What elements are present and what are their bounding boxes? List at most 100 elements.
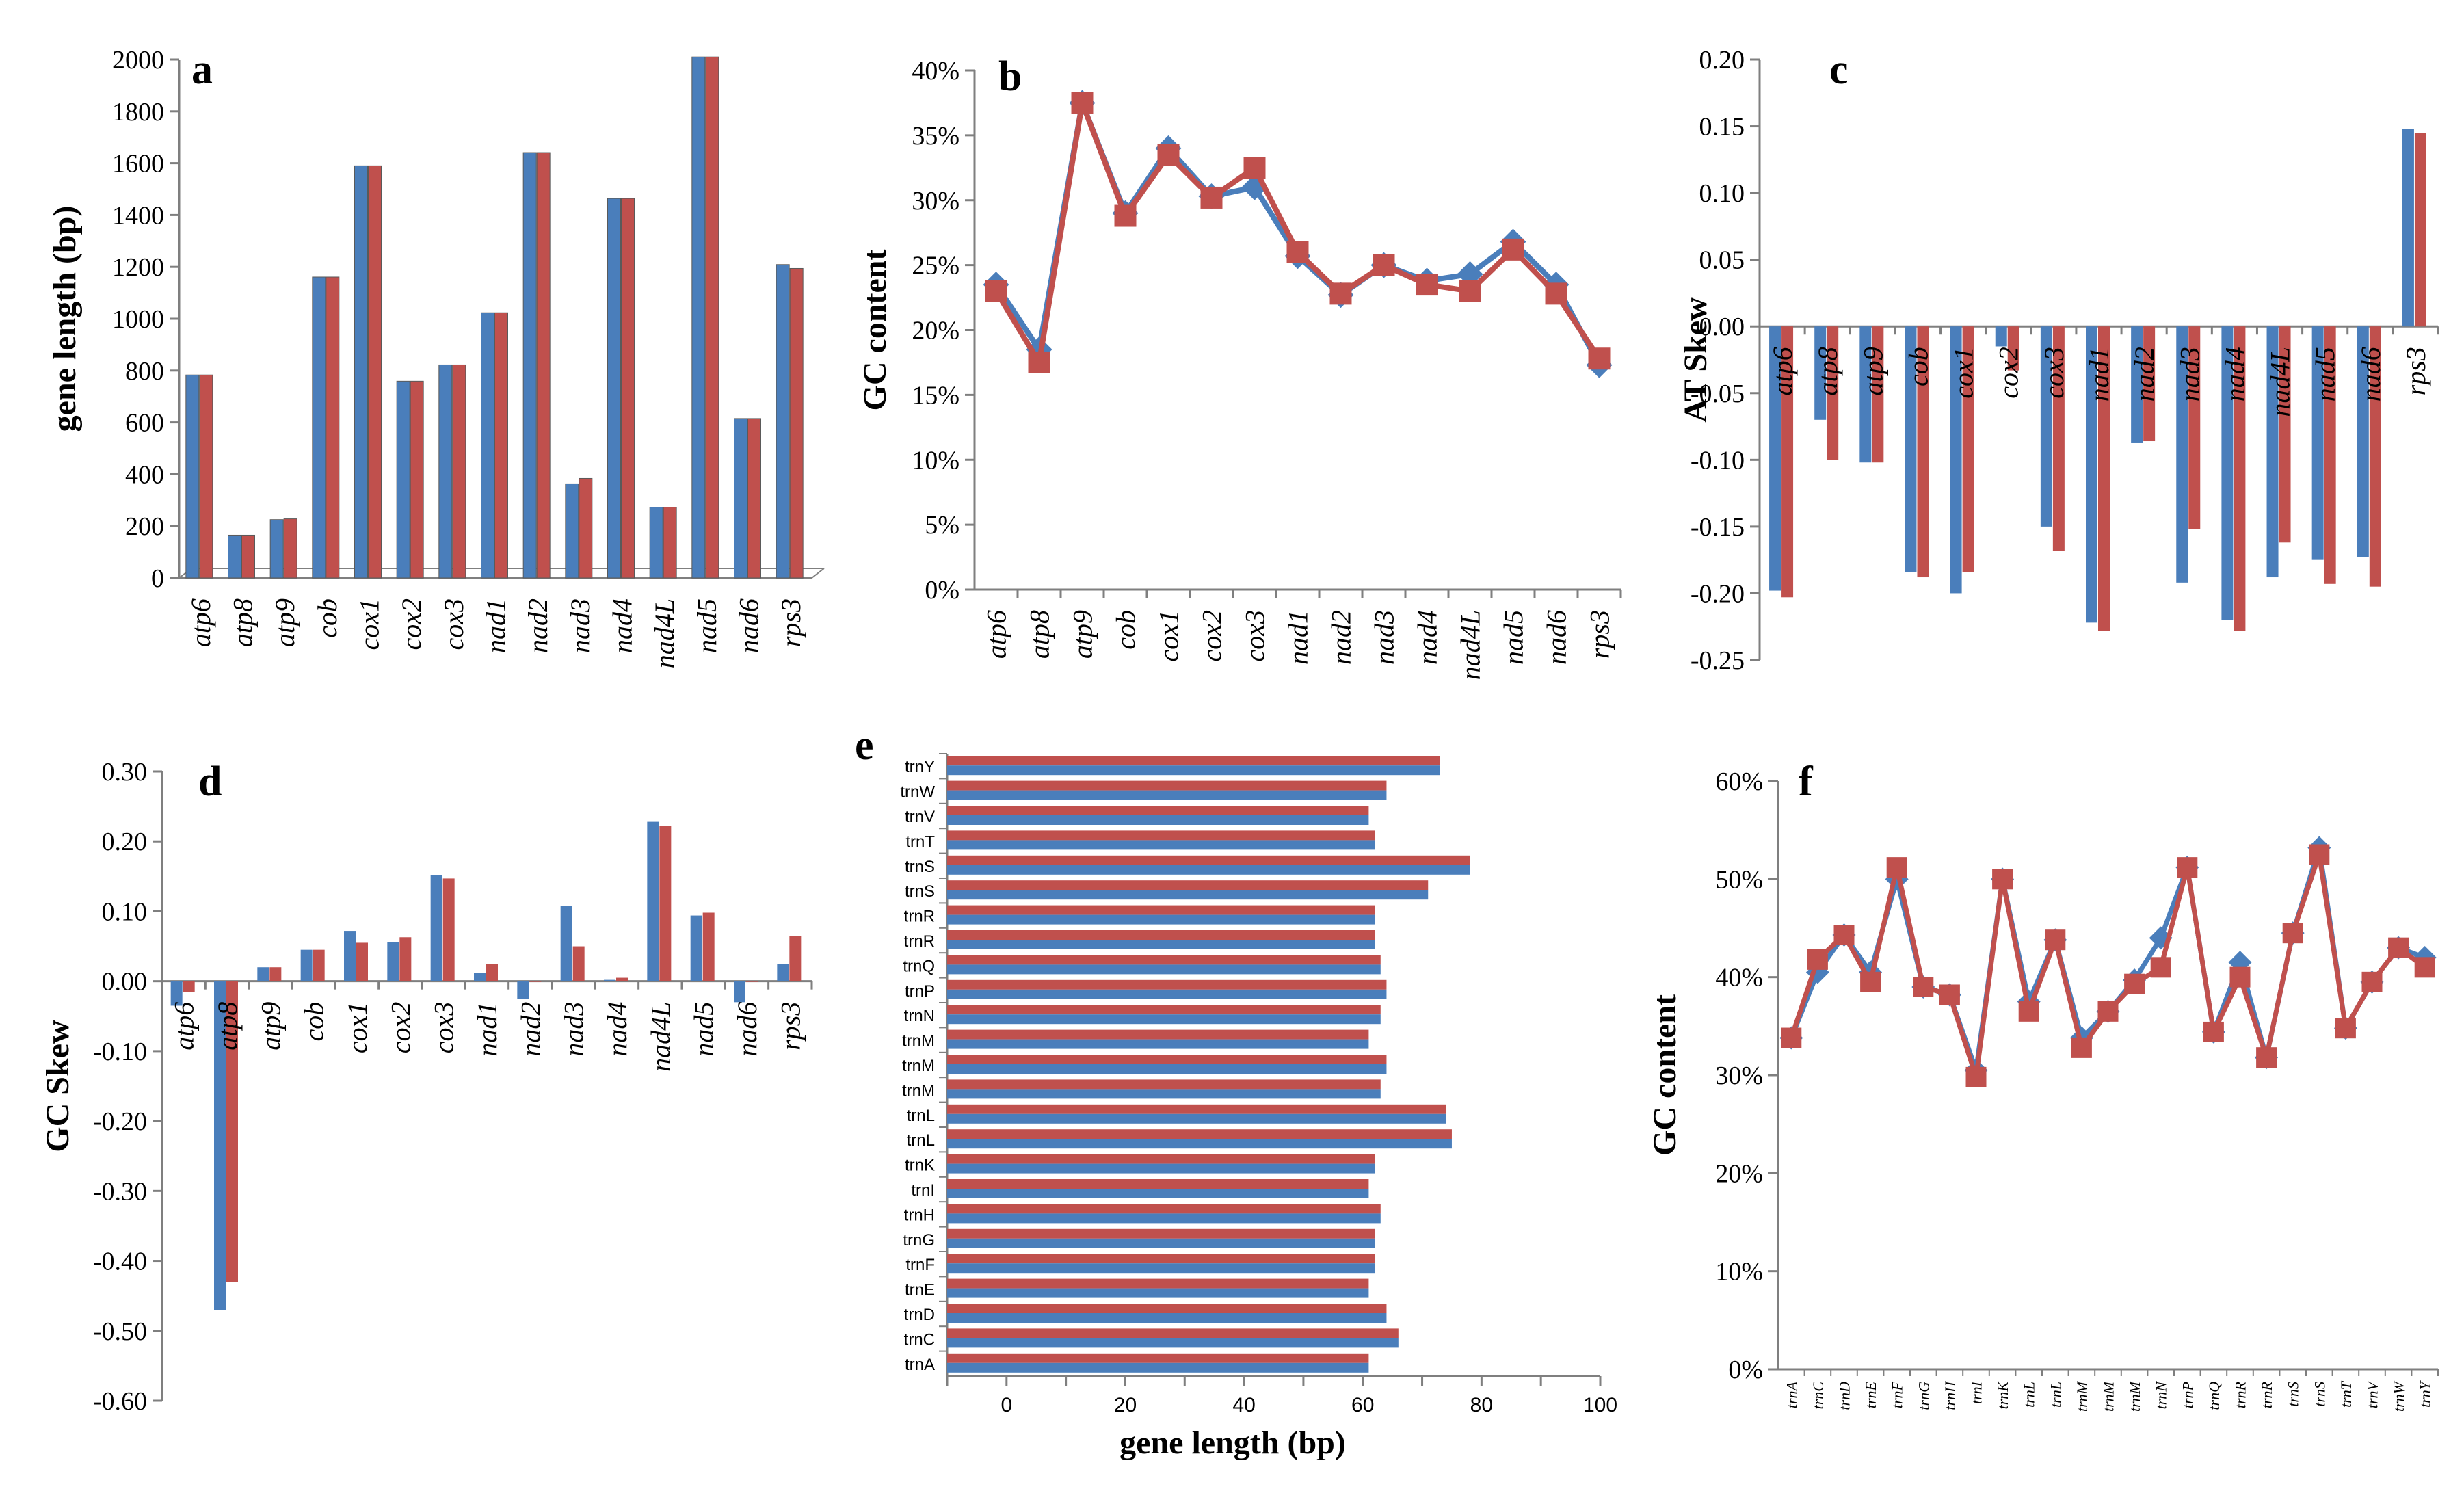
panel-c-x-tick-label: atp8 — [1812, 347, 1843, 395]
panel-e-bar — [947, 1163, 1375, 1174]
panel-e-bar — [947, 880, 1429, 890]
panel-e-y-tick-label: trnI — [911, 1181, 935, 1200]
panel-e-bar — [947, 830, 1375, 841]
panel-a-bar — [410, 380, 424, 579]
panel-a-bar — [649, 507, 663, 579]
panel-f-x-tick-label: trnF — [1889, 1381, 1906, 1408]
panel-d-y-tick-label: -0.60 — [93, 1387, 147, 1416]
panel-f-x-tick-label: trnV — [2364, 1380, 2381, 1408]
panel-e-bar — [947, 1179, 1369, 1189]
panel-e-bar — [947, 979, 1387, 990]
panel-f-x-tick-label: trnD — [1836, 1382, 1853, 1410]
panel-b-point-marker — [1243, 157, 1266, 179]
panel-f-point-marker — [2203, 1021, 2224, 1042]
panel-b-x-tick-label: cox2 — [1197, 610, 1228, 662]
panel-e-bar — [947, 1213, 1381, 1224]
panel-f-x-tick-label: trnL — [2021, 1382, 2038, 1408]
panel-f-x-tick-label: trnM — [2100, 1380, 2117, 1412]
panel-c-y-tick-label: 0.15 — [1699, 113, 1745, 142]
panel-e-bar — [947, 1238, 1375, 1248]
panel-e-x-tick-label: 20 — [1114, 1394, 1137, 1416]
panel-e-bar — [947, 1039, 1369, 1049]
panel-d-bar — [734, 981, 745, 1003]
panel-e-bar — [947, 989, 1387, 999]
panel-d-x-tick-label: nad4L — [645, 1002, 676, 1072]
panel-e-bar — [947, 1353, 1369, 1363]
panel-f-x-tick-label: trnC — [1810, 1382, 1827, 1410]
panel-d-bar — [486, 964, 498, 981]
panel-b: 0% 5% 10% 15% 20% 25% 30% 35% 40% atp6 atp8 atp9 cob… — [857, 53, 1622, 680]
panel-e-bar — [947, 855, 1470, 865]
panel-d-bar — [777, 964, 789, 981]
panel-d-bar — [300, 949, 313, 981]
panel-c-bar — [2086, 326, 2097, 623]
panel-c-y-tick-label: 0.00 — [1699, 313, 1745, 341]
panel-d-bar — [616, 977, 628, 981]
panel-c-bar — [1905, 326, 1917, 572]
panel-b-x-tick-label: cob — [1111, 610, 1141, 650]
panel-c-y-tick-label: 0.20 — [1699, 46, 1745, 75]
panel-e-y-tick-label: trnV — [905, 808, 935, 826]
panel-b-x-tick-label: nad3 — [1369, 610, 1400, 665]
panel-d-y-tick-label: -0.20 — [93, 1107, 147, 1136]
panel-a-bar — [607, 198, 621, 579]
panel-d-bar — [560, 906, 572, 981]
panel-a-y-tick-label: 1400 — [112, 201, 164, 230]
panel-f-y-tick-label: 50% — [1715, 865, 1763, 894]
panel-e-bar — [947, 790, 1387, 800]
panel-c-bar — [2131, 326, 2143, 443]
panel-e-y-tick-label: trnC — [904, 1330, 935, 1349]
panel-d-bar — [690, 915, 702, 981]
panel-e-bar — [947, 1328, 1399, 1338]
panel-f-point-marker — [2388, 937, 2409, 958]
panel-c-x-tick-label: nad4L — [2265, 347, 2296, 417]
panel-d-y-tick-label: -0.50 — [93, 1317, 147, 1346]
panel-f-point-marker — [1913, 977, 1934, 997]
panel-b-x-tick-label: nad4 — [1412, 610, 1443, 665]
panel-f-point-marker — [2282, 923, 2303, 944]
panel-f-x-tick-label: trnS — [2285, 1382, 2302, 1407]
panel-b-x-tick-label: atp6 — [981, 610, 1012, 659]
panel-d-bar — [344, 931, 356, 981]
panel-b-y-axis-title: GC content — [857, 250, 893, 411]
panel-a-bar — [579, 477, 593, 579]
panel-c-y-tick-label: -0.05 — [1691, 380, 1745, 408]
panel-a-y-tick-label: 200 — [125, 512, 164, 541]
panel-e-y-tick-label: trnT — [905, 832, 935, 851]
panel-c-x-tick-label: nad4 — [2219, 347, 2250, 401]
panel-e-bar — [947, 1139, 1452, 1149]
panel-a-y-tick-label: 1600 — [112, 150, 164, 179]
panel-d-bar — [572, 946, 585, 981]
panel-e-bar — [947, 1064, 1387, 1074]
panel-e-bar — [947, 890, 1429, 900]
panel-e-bar — [947, 1304, 1387, 1313]
panel-b-series-line — [994, 100, 1602, 365]
panel-e-bar — [947, 1362, 1369, 1373]
panel-e-bar — [947, 1254, 1375, 1264]
panel-e-bar — [947, 780, 1387, 791]
panel-c-y-tick-label: -0.20 — [1691, 579, 1745, 608]
panel-b-x-tick-label: cox1 — [1154, 610, 1184, 662]
panel-a-bar — [452, 364, 466, 579]
panel-e-bar — [947, 1104, 1446, 1114]
panel-a-bar — [185, 374, 200, 579]
panel-d-x-tick-label: nad4 — [602, 1002, 633, 1057]
panel-c-bar — [2414, 133, 2426, 327]
panel-c-bar — [2279, 326, 2291, 543]
panel-a-bar — [228, 534, 241, 579]
panel-a-y-tick-label: 400 — [125, 460, 164, 489]
panel-b-y-tick-label: 25% — [912, 252, 959, 280]
panel-c-y-axis-title: AT Skew — [1678, 297, 1714, 423]
panel-e-bar — [947, 815, 1369, 825]
panel-a-bar — [283, 518, 297, 579]
panel-c-x-tick-label: nad1 — [2084, 347, 2115, 401]
panel-f-point-marker — [1965, 1066, 1987, 1087]
panel-f-point-marker — [1807, 949, 1828, 970]
panel-e-bar — [947, 914, 1375, 925]
panel-b-point-marker — [1502, 238, 1524, 261]
panel-e-y-tick-label: trnH — [904, 1206, 935, 1224]
panel-b-panel-label: b — [998, 53, 1022, 100]
panel-a-bar — [326, 276, 340, 579]
panel-b-y-tick-label: 5% — [925, 511, 959, 540]
panel-e-y-tick-label: trnM — [902, 1032, 935, 1051]
